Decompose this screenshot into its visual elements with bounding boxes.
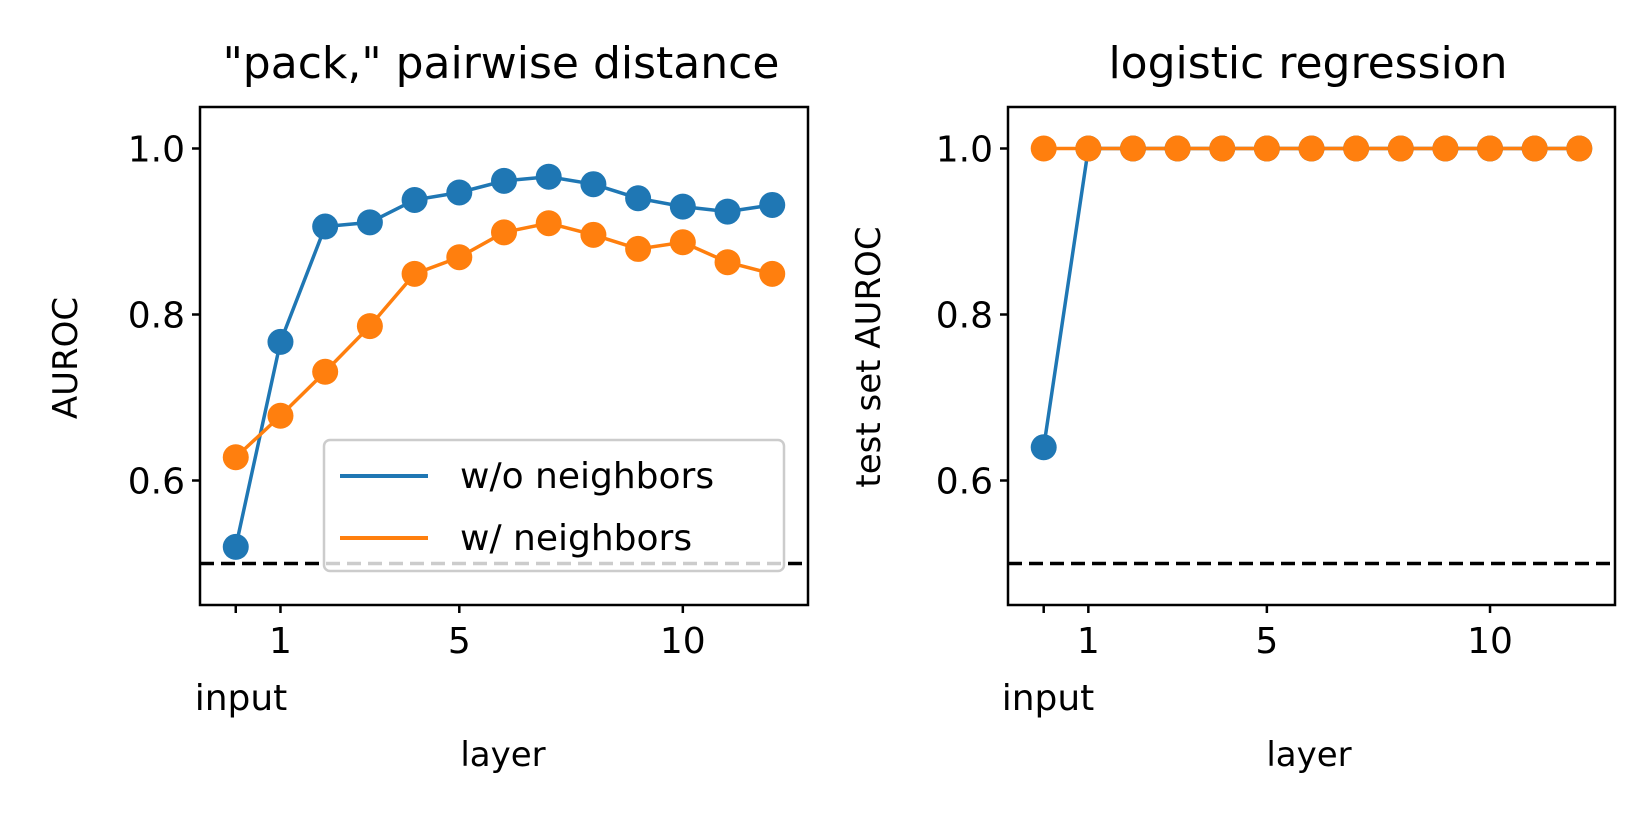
legend-box	[322, 438, 786, 573]
x-tick-label: 1	[1077, 621, 1100, 662]
data-point	[1030, 434, 1057, 461]
data-point	[669, 229, 696, 256]
data-point	[625, 235, 652, 262]
data-point	[491, 167, 517, 194]
y-tick-label: 0.8	[128, 296, 185, 337]
y-tick-label: 1.0	[936, 130, 993, 171]
y-tick-label: 0.8	[936, 296, 993, 337]
data-point	[1119, 135, 1146, 162]
data-point	[446, 244, 473, 271]
y-tick-label: 0.6	[128, 462, 185, 503]
data-point	[1566, 135, 1593, 162]
data-point	[1075, 135, 1102, 162]
data-point	[1298, 135, 1325, 162]
data-point	[222, 444, 249, 471]
data-point	[1253, 135, 1280, 162]
x-tick-label: 1	[269, 621, 292, 662]
x-tick-label: 5	[448, 621, 471, 662]
data-point	[714, 198, 741, 225]
y-axis-label: test set AUROC	[849, 226, 889, 487]
data-point	[1343, 135, 1370, 162]
data-point	[1521, 135, 1548, 162]
legend-label: w/ neighbors	[460, 518, 692, 559]
y-axis-label: AUROC	[46, 297, 86, 419]
chart-title: "pack," pairwise distance	[223, 38, 780, 89]
data-point	[1030, 135, 1057, 162]
data-point	[580, 221, 607, 248]
y-tick-label: 1.0	[128, 130, 185, 171]
data-point	[580, 171, 607, 198]
x-tick-label: 5	[1255, 621, 1278, 662]
data-point	[1432, 135, 1459, 162]
data-point	[535, 210, 562, 237]
data-point	[714, 249, 741, 276]
data-point	[625, 185, 652, 212]
series-line-1	[234, 221, 773, 459]
x-axis-label: layer	[460, 735, 545, 775]
data-point	[312, 358, 339, 385]
data-point	[267, 402, 294, 429]
data-point	[491, 219, 517, 246]
data-point	[356, 209, 383, 236]
chart-title: logistic regression	[1108, 38, 1507, 89]
data-point	[535, 163, 562, 190]
chart-panel-pairwise-distance: "pack," pairwise distance AUROC layer in…	[46, 38, 810, 775]
data-point	[1209, 135, 1236, 162]
data-point	[401, 186, 428, 213]
series-line-0	[1041, 146, 1580, 448]
axes-frame	[198, 105, 810, 607]
x-tick-label: 10	[660, 621, 706, 662]
data-point	[356, 313, 383, 340]
data-point	[1387, 135, 1414, 162]
legend: w/o neighbors w/ neighbors	[322, 438, 786, 573]
x-tick-sublabel: input	[1002, 678, 1095, 719]
data-point	[1164, 135, 1191, 162]
x-axis-label: layer	[1266, 735, 1351, 775]
data-point	[222, 533, 249, 560]
data-point	[267, 328, 294, 355]
data-point	[446, 179, 473, 206]
chart-panel-logistic-regression: logistic regression test set AUROC layer…	[849, 38, 1617, 775]
data-point	[669, 193, 696, 220]
data-point	[759, 191, 786, 218]
legend-label: w/o neighbors	[460, 456, 714, 497]
axes-frame	[1006, 105, 1617, 607]
data-point	[401, 260, 428, 287]
x-tick-label: 10	[1467, 621, 1513, 662]
x-tick-sublabel: input	[195, 678, 288, 719]
data-point	[312, 213, 339, 240]
data-point	[759, 260, 786, 287]
y-tick-label: 0.6	[936, 462, 993, 503]
data-point	[1477, 135, 1504, 162]
